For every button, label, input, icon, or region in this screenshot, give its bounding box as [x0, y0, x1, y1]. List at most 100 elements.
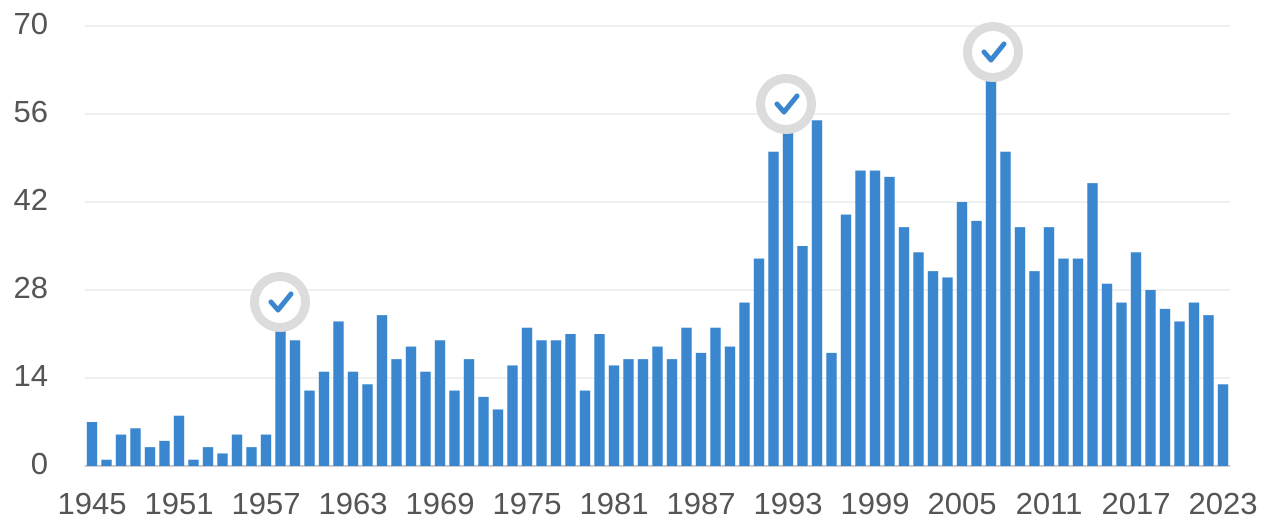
x-tick-label: 2005 [928, 486, 997, 521]
bar [579, 390, 591, 466]
bar [927, 271, 939, 466]
y-tick-label: 0 [31, 446, 48, 481]
x-tick-label: 1999 [841, 486, 910, 521]
bar [942, 277, 953, 466]
bar [1203, 315, 1214, 466]
bar [1188, 302, 1200, 466]
bar [1130, 252, 1142, 466]
x-tick-label: 2017 [1102, 486, 1171, 521]
bar [710, 327, 721, 466]
bar [376, 315, 388, 466]
bar [855, 170, 866, 467]
bar [391, 359, 402, 466]
bar [884, 176, 895, 466]
bar [1014, 227, 1026, 466]
bar [275, 321, 286, 466]
bar [985, 57, 997, 467]
bar [753, 258, 765, 466]
highlight-icons [250, 22, 1023, 332]
x-tick-label: 1987 [667, 486, 736, 521]
bar [1043, 227, 1055, 466]
plot: 0 14 28 42 56 70 1945 1951 1957 1963 1969 1975 1981 1… [14, 6, 1258, 521]
bar [826, 352, 837, 466]
bar [1174, 321, 1185, 466]
bar [1058, 258, 1069, 466]
x-tick-label: 1957 [232, 486, 301, 521]
x-tick-label: 1951 [145, 486, 214, 521]
bar [289, 340, 301, 466]
bar [492, 409, 504, 466]
y-tick-label: 14 [14, 358, 48, 393]
bar [695, 352, 707, 466]
x-tick-label: 1969 [406, 486, 475, 521]
bar [637, 359, 649, 466]
bar [260, 434, 272, 466]
bar [565, 334, 576, 466]
bar [898, 227, 910, 466]
bar [1087, 183, 1098, 466]
y-tick-label: 28 [14, 270, 48, 305]
bar [768, 151, 779, 466]
bar [1072, 258, 1084, 466]
bar [594, 334, 605, 466]
y-tick-label: 56 [14, 94, 48, 129]
bar [449, 390, 460, 466]
x-tick-label: 2011 [1016, 486, 1083, 521]
bar [130, 428, 141, 466]
bar [333, 321, 344, 466]
bar [115, 434, 127, 466]
bar [86, 422, 98, 466]
bar [521, 327, 533, 466]
bar [159, 440, 170, 466]
bar [507, 365, 518, 466]
bar [1101, 283, 1113, 466]
y-tick-label: 70 [14, 6, 48, 41]
check-icon [756, 74, 816, 134]
bar [173, 415, 185, 466]
bar [536, 340, 547, 466]
bar [739, 302, 750, 466]
bar [434, 340, 446, 466]
bar [1000, 151, 1011, 466]
bar [463, 359, 475, 466]
bar [811, 120, 823, 467]
bar [1145, 290, 1156, 466]
bar [840, 214, 852, 466]
bar [362, 384, 373, 466]
x-tick-label: 1945 [58, 486, 127, 521]
bar [550, 340, 562, 466]
bar [971, 220, 982, 466]
bar [681, 327, 692, 466]
check-icon [963, 22, 1023, 82]
bar [202, 447, 214, 466]
bar [652, 346, 663, 466]
bar [101, 459, 112, 466]
bar [304, 390, 315, 466]
bar [478, 396, 489, 466]
bar [1116, 302, 1127, 466]
bar [724, 346, 736, 466]
y-tick-label: 42 [14, 182, 48, 217]
bar [797, 246, 808, 466]
x-tick-label: 1981 [580, 486, 649, 521]
x-tick-label: 2023 [1189, 486, 1258, 521]
bar [318, 371, 330, 466]
bar [1159, 308, 1171, 466]
bar [782, 126, 794, 467]
bar [956, 202, 968, 466]
bar [231, 434, 243, 466]
bar [420, 371, 431, 466]
bar [869, 170, 881, 467]
bar [246, 447, 257, 466]
bar [608, 365, 620, 466]
bar [1029, 271, 1040, 466]
bar [1217, 384, 1229, 466]
bar [913, 252, 924, 466]
bar [666, 359, 678, 466]
bar [144, 447, 156, 466]
bar [347, 371, 359, 466]
x-tick-label: 1963 [319, 486, 388, 521]
check-icon [250, 272, 310, 332]
bar [623, 359, 634, 466]
